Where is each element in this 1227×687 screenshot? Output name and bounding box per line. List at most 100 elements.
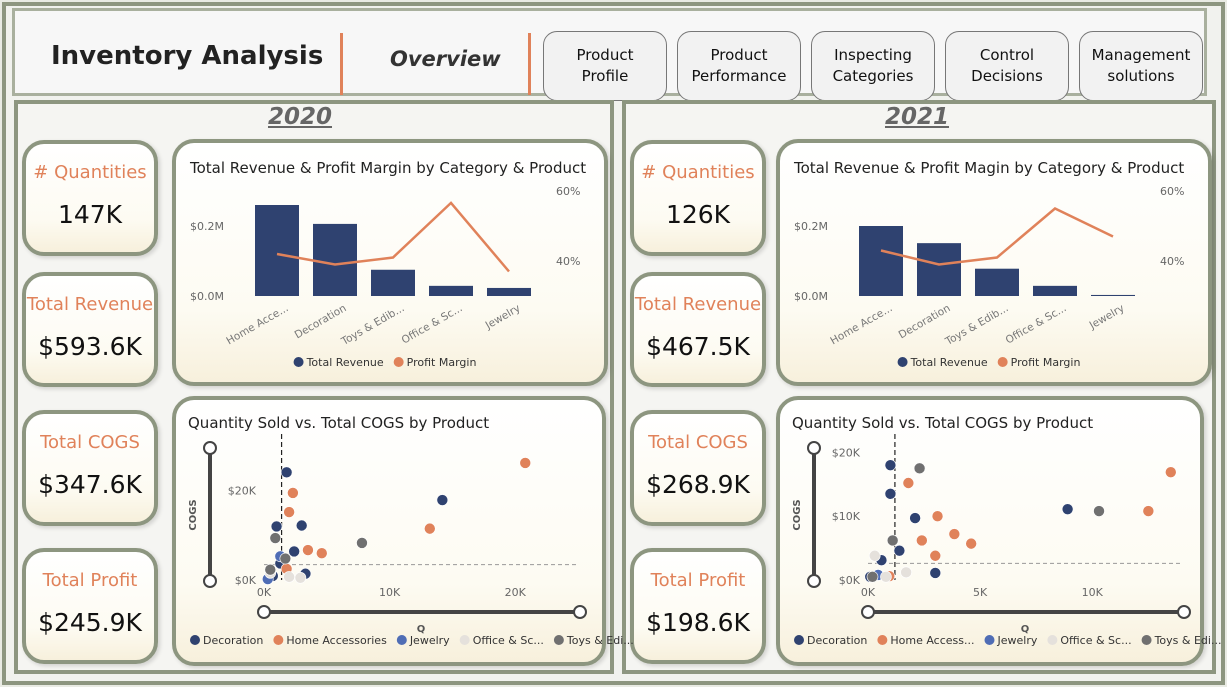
- x-tick-label: 0K: [861, 586, 876, 599]
- nav-button[interactable]: Management solutions: [1079, 31, 1203, 101]
- slider-handle: [1177, 605, 1191, 619]
- x-tick-label: Office & Sc...: [400, 302, 465, 346]
- chart-card: Total Revenue & Profit Magin by Category…: [776, 139, 1212, 386]
- slider-handle: [861, 605, 875, 619]
- point: [315, 547, 328, 559]
- legend-swatch: [877, 635, 888, 645]
- kpi-card: # Quantities 147K: [22, 140, 158, 256]
- year-label: 2021: [884, 104, 950, 130]
- point: [884, 488, 897, 500]
- legend-label: Profit Margin: [1011, 356, 1081, 369]
- nav-button[interactable]: Product Performance: [677, 31, 801, 101]
- legend-label: Home Access...: [890, 634, 974, 647]
- kpi-value: 126K: [665, 200, 731, 229]
- nav-button[interactable]: Product Profile: [543, 31, 667, 101]
- x-axis-title: Q: [417, 624, 426, 635]
- nav-button[interactable]: Control Decisions: [945, 31, 1069, 101]
- y-tick-label: $20K: [832, 446, 861, 459]
- bar: [371, 269, 415, 296]
- x-tick-label: Toys & Edib...: [339, 302, 407, 348]
- legend-label: Jewelry: [997, 634, 1038, 647]
- bar: [313, 223, 357, 296]
- x-tick-label: 10K: [379, 586, 401, 599]
- page-subtitle: Overview: [390, 47, 501, 71]
- kpi-label: # Quantities: [33, 162, 147, 183]
- legend-swatch: [553, 635, 564, 645]
- legend-swatch: [190, 635, 200, 645]
- y-axis-title: COGS: [792, 499, 803, 530]
- point: [1164, 466, 1177, 478]
- legend-label: Jewelry: [409, 634, 450, 647]
- kpi-value: $268.9K: [646, 470, 750, 499]
- legend: Decoration Home Accessories Jewelry Office …: [190, 634, 634, 647]
- chart-title: Total Revenue & Profit Margin by Categor…: [189, 159, 586, 177]
- point: [436, 494, 449, 506]
- kpi-label: Total Revenue: [634, 294, 762, 315]
- y-axis-title: COGS: [188, 499, 199, 530]
- separator: [528, 33, 531, 95]
- chart-card: Total Revenue & Profit Margin by Categor…: [172, 139, 608, 386]
- y2-tick-label: 60%: [556, 185, 580, 198]
- point: [884, 459, 897, 471]
- x-tick-label: Decoration: [897, 302, 953, 341]
- nav-button[interactable]: Inspecting Categories: [811, 31, 935, 101]
- legend: Total Revenue Profit Margin: [293, 356, 476, 369]
- kpi-card: # Quantities 126K: [630, 140, 766, 256]
- point: [269, 532, 282, 544]
- chart: Total Revenue & Profit Margin by Categor…: [189, 159, 586, 369]
- point: [965, 537, 977, 550]
- point: [423, 522, 436, 535]
- x-tick-label: Decoration: [293, 302, 349, 341]
- point: [302, 544, 314, 556]
- point: [902, 477, 915, 489]
- legend-label: Office & Sc...: [473, 634, 544, 647]
- kpi-label: Total COGS: [40, 432, 140, 453]
- point: [929, 567, 942, 579]
- y2-tick-label: 40%: [556, 255, 580, 268]
- legend-label: Decoration: [203, 634, 263, 647]
- kpi-value: $593.6K: [38, 332, 142, 361]
- y-tick-label: $0.0M: [190, 290, 224, 303]
- slider-handle: [257, 605, 271, 619]
- y-tick-label: $20K: [228, 485, 257, 498]
- separator: [340, 33, 343, 95]
- legend-label: Office & Sc...: [1060, 634, 1131, 647]
- legend-swatch: [393, 357, 404, 367]
- kpi-card: Total COGS $268.9K: [630, 410, 766, 526]
- point: [294, 571, 307, 584]
- chart: Total Revenue & Profit Magin by Category…: [793, 159, 1184, 369]
- point: [866, 571, 879, 583]
- chart: Quantity Sold vs. Total COGS by Product C…: [792, 414, 1221, 647]
- chart-card: Quantity Sold vs. Total COGS by Product C…: [776, 396, 1221, 666]
- point: [287, 487, 299, 499]
- y-tick-label: $0.2M: [794, 220, 828, 233]
- kpi-label: Total COGS: [648, 432, 748, 453]
- kpi-value: $198.6K: [646, 608, 750, 637]
- bar: [487, 287, 531, 296]
- point: [913, 462, 926, 475]
- kpi-label: Total Profit: [42, 570, 138, 591]
- kpi-value: $245.9K: [38, 608, 142, 637]
- bar: [255, 205, 299, 296]
- point: [1142, 505, 1155, 517]
- legend-label: Home Accessories: [286, 634, 387, 647]
- legend-label: Decoration: [807, 634, 867, 647]
- kpi-card: Total COGS $347.6K: [22, 410, 158, 526]
- point: [880, 571, 892, 583]
- y2-tick-label: 60%: [1160, 185, 1184, 198]
- x-tick-label: Jewelry: [1087, 302, 1127, 332]
- point: [279, 552, 292, 565]
- chart-title: Quantity Sold vs. Total COGS by Product: [188, 414, 489, 432]
- kpi-label: Total Revenue: [26, 294, 154, 315]
- point: [1093, 505, 1105, 517]
- x-tick-label: 5K: [973, 586, 988, 599]
- x-tick-label: Home Acce...: [828, 302, 894, 347]
- legend-swatch: [794, 635, 804, 645]
- point: [270, 520, 283, 533]
- year-label: 2020: [267, 104, 333, 130]
- y-tick-label: $0K: [839, 574, 861, 587]
- legend-swatch: [293, 357, 304, 367]
- bar: [859, 226, 903, 296]
- x-tick-label: Home Acce...: [224, 302, 290, 347]
